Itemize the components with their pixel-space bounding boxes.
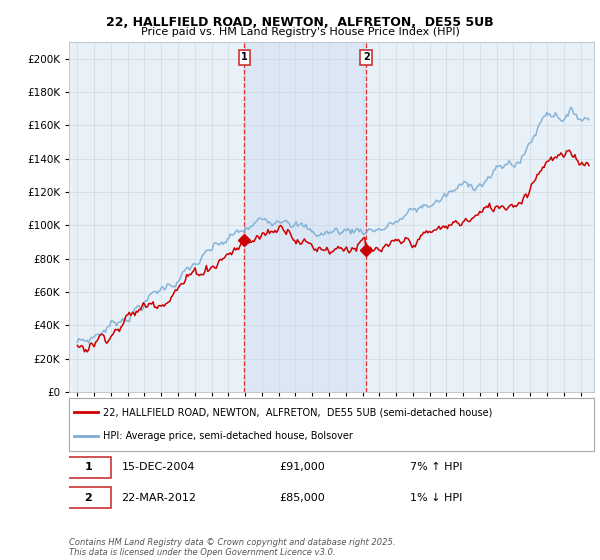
Text: 2: 2 [363, 53, 370, 63]
Text: 1: 1 [241, 53, 248, 63]
Text: 1: 1 [85, 462, 92, 472]
Text: HPI: Average price, semi-detached house, Bolsover: HPI: Average price, semi-detached house,… [103, 431, 353, 441]
Text: 7% ↑ HPI: 7% ↑ HPI [410, 462, 463, 472]
Bar [244, 42, 366, 392]
FancyBboxPatch shape [67, 456, 111, 478]
Text: 22-MAR-2012: 22-MAR-2012 [121, 493, 197, 503]
Text: 15-DEC-2004: 15-DEC-2004 [121, 462, 195, 472]
Text: 1% ↓ HPI: 1% ↓ HPI [410, 493, 463, 503]
FancyBboxPatch shape [67, 487, 111, 508]
Text: Contains HM Land Registry data © Crown copyright and database right 2025.
This d: Contains HM Land Registry data © Crown c… [69, 538, 395, 557]
Text: 22, HALLFIELD ROAD, NEWTON,  ALFRETON,  DE55 5UB: 22, HALLFIELD ROAD, NEWTON, ALFRETON, DE… [106, 16, 494, 29]
Text: £91,000: £91,000 [279, 462, 325, 472]
Text: Price paid vs. HM Land Registry's House Price Index (HPI): Price paid vs. HM Land Registry's House … [140, 27, 460, 37]
Text: 2: 2 [85, 493, 92, 503]
Text: 22, HALLFIELD ROAD, NEWTON,  ALFRETON,  DE55 5UB (semi-detached house): 22, HALLFIELD ROAD, NEWTON, ALFRETON, DE… [103, 408, 493, 418]
Text: £85,000: £85,000 [279, 493, 325, 503]
